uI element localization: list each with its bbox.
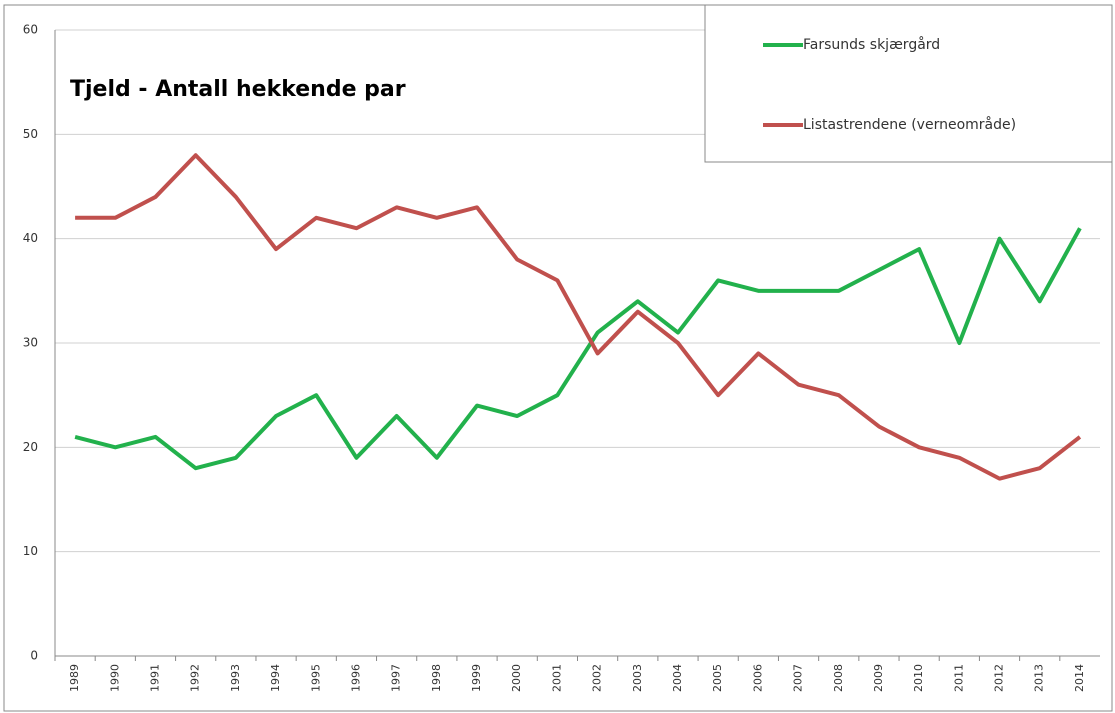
x-tick-label: 2009: [872, 664, 885, 692]
x-tick-label: 2006: [751, 664, 764, 692]
x-tick-label: 1999: [470, 664, 483, 692]
legend-label: Listastrendene (verneområde): [803, 116, 1016, 133]
x-tick-label: 2014: [1073, 664, 1086, 692]
legend-label: Farsunds skjærgård: [803, 36, 940, 53]
x-tick-label: 1989: [68, 664, 81, 692]
y-tick-label: 40: [23, 231, 38, 245]
x-tick-label: 2013: [1033, 664, 1046, 692]
x-tick-label: 1996: [349, 664, 362, 692]
x-tick-label: 2000: [510, 664, 523, 692]
x-tick-label: 2008: [832, 664, 845, 692]
x-tick-label: 1998: [430, 664, 443, 692]
x-tick-label: 1991: [148, 664, 161, 692]
y-tick-label: 60: [23, 23, 38, 37]
y-tick-label: 30: [23, 336, 38, 350]
x-tick-label: 2007: [792, 664, 805, 692]
legend-box: [704, 4, 1113, 163]
chart-title: Tjeld - Antall hekkende par: [70, 77, 406, 102]
x-tick-label: 1995: [309, 664, 322, 692]
series-line: [75, 153, 1082, 481]
x-tick-label: 1997: [390, 664, 403, 692]
x-tick-label: 2001: [550, 664, 563, 692]
x-tick-label: 2010: [912, 664, 925, 692]
y-tick-label: 50: [23, 127, 38, 141]
y-tick-label: 20: [23, 440, 38, 454]
x-tick-label: 2002: [591, 664, 604, 692]
x-tick-label: 1994: [269, 664, 282, 692]
x-tick-label: 2011: [952, 664, 965, 692]
x-tick-label: 1992: [189, 664, 202, 692]
series-line: [74, 227, 1082, 471]
x-tick-label: 2012: [993, 664, 1006, 692]
x-tick-label: 1990: [108, 664, 121, 692]
y-tick-label: 10: [23, 544, 38, 558]
x-tick-label: 2005: [711, 664, 724, 692]
x-tick-label: 2003: [631, 664, 644, 692]
x-tick-label: 2004: [671, 664, 684, 692]
x-tick-label: 1993: [229, 664, 242, 692]
y-tick-label: 0: [30, 649, 38, 663]
